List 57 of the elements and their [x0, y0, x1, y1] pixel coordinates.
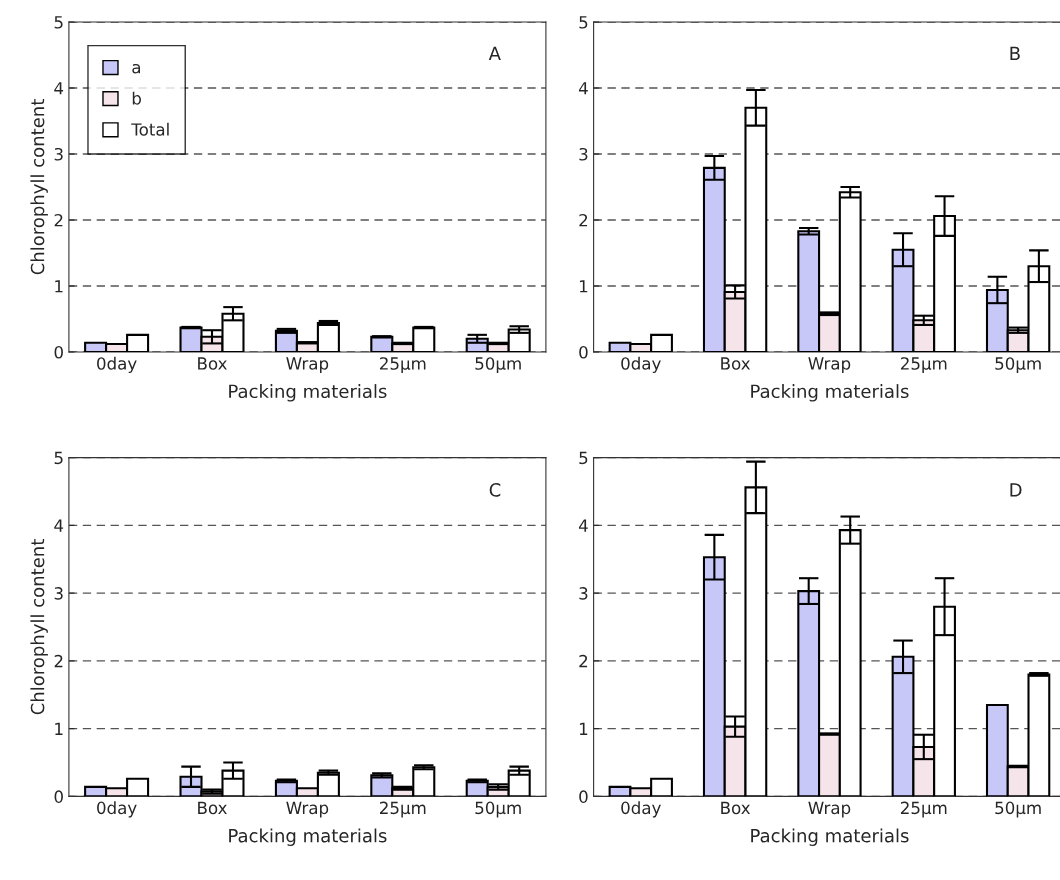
y-axis-title: Chlorophyll content	[30, 539, 48, 715]
y-tick-label: 0	[54, 790, 63, 803]
x-tick-label: 25μm	[900, 357, 947, 373]
y-axis-title: Chlorophyll content	[30, 99, 48, 275]
x-tick-label: Wrap	[286, 801, 329, 818]
annotation: C	[489, 483, 501, 497]
y-tick-label: 4	[578, 519, 588, 532]
y-tick-label: 3	[579, 147, 588, 161]
y-tick-label: 5	[54, 451, 63, 465]
x-tick-label: Box	[198, 357, 227, 370]
x-axis-title: Packing materials	[229, 828, 387, 846]
y-tick-label: 1	[579, 280, 588, 293]
y-tick-label: 3	[54, 147, 63, 161]
y-tick-label: 4	[54, 82, 64, 95]
x-tick-label: 25μm	[380, 801, 426, 818]
annotation: B	[1010, 46, 1020, 60]
y-tick-label: 1	[55, 280, 63, 293]
x-tick-label: Wrap	[808, 801, 851, 818]
x-axis-title: Packing materials	[229, 384, 387, 402]
y-tick-label: 0	[579, 790, 588, 803]
y-tick-label: 3	[579, 587, 588, 600]
x-tick-label: Box	[198, 801, 227, 815]
annotation: A	[488, 46, 501, 60]
x-tick-label: 0day	[97, 801, 137, 818]
x-tick-label: 50μm	[995, 357, 1041, 373]
annotation: D	[1010, 483, 1022, 497]
x-axis-title: Packing materials	[751, 384, 909, 402]
y-tick-label: 5	[579, 451, 588, 465]
legend-label: b	[132, 91, 141, 105]
x-tick-label: Box	[721, 357, 751, 370]
x-tick-label: 25μm	[900, 801, 947, 818]
x-tick-label: 0day	[97, 356, 137, 373]
legend-label: Total	[131, 122, 169, 136]
x-tick-label: 50μm	[475, 357, 521, 373]
y-tick-label: 2	[54, 213, 63, 227]
y-tick-label: 1	[579, 722, 588, 735]
x-tick-label: 50μm	[995, 801, 1041, 818]
x-axis-title: Packing materials	[751, 828, 909, 846]
legend-label: a	[132, 63, 141, 74]
y-tick-label: 0	[54, 345, 63, 359]
x-tick-label: Wrap	[808, 357, 851, 373]
y-tick-label: 5	[579, 16, 588, 29]
x-tick-label: 0day	[621, 356, 661, 373]
y-tick-label: 4	[54, 519, 64, 532]
y-tick-label: 2	[579, 654, 588, 668]
x-tick-label: 0day	[621, 801, 661, 818]
y-tick-label: 0	[579, 345, 588, 359]
y-tick-label: 4	[578, 82, 588, 95]
x-tick-label: 25μm	[380, 357, 426, 373]
x-tick-label: Wrap	[286, 357, 329, 373]
x-tick-label: Box	[721, 801, 751, 815]
y-tick-label: 3	[54, 587, 63, 600]
y-tick-label: 2	[579, 213, 588, 227]
y-tick-label: 2	[54, 654, 63, 668]
y-tick-label: 5	[54, 16, 63, 29]
x-tick-label: 50μm	[475, 801, 521, 818]
y-tick-label: 1	[55, 722, 63, 735]
